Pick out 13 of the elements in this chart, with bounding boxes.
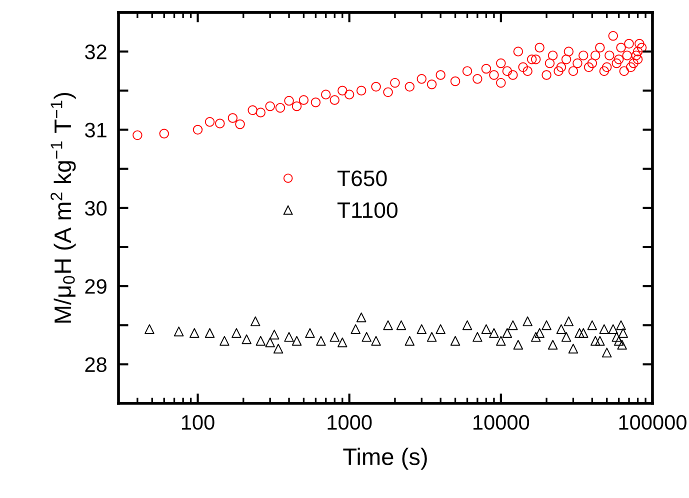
x-tick-label: 10000	[474, 415, 530, 430]
y-tick-label: 28	[85, 357, 106, 372]
y-tick-label: 32	[85, 44, 106, 60]
x-tick-label: 1000	[328, 415, 372, 430]
y-tick-label: 29	[85, 279, 106, 294]
legend-label: T1100	[337, 202, 398, 218]
x-tick-label: 100000	[619, 415, 686, 430]
text: M/μ$_{0}$H (A m$^{2}$ kg$^{−1}$ T$^{−1}$)	[50, 92, 76, 323]
legend-label: T650	[337, 170, 387, 186]
x-axis-title: Time (s)	[343, 448, 427, 470]
x-tick-label: 100	[182, 415, 214, 430]
y-tick-label: 30	[85, 200, 107, 216]
y-tick-label: 31	[85, 122, 106, 138]
